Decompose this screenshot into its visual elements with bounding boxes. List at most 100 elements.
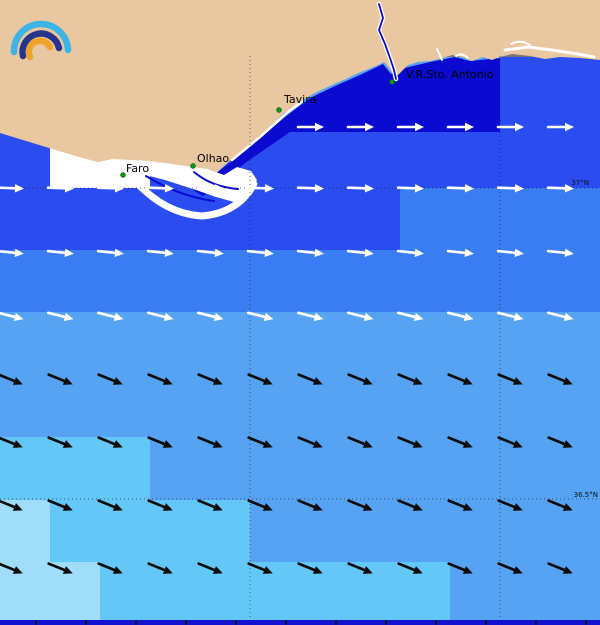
wind-arrow — [297, 562, 323, 574]
wind-arrow — [96, 248, 124, 258]
wind-arrow — [396, 184, 424, 193]
wind-arrow — [447, 373, 473, 385]
wind-arrow — [396, 248, 424, 258]
bottom-tick — [535, 620, 538, 625]
wind-arrow — [346, 311, 374, 322]
wind-arrow — [46, 248, 74, 258]
wind-arrow — [496, 248, 524, 258]
wind-arrow — [197, 499, 223, 511]
wind-arrow — [547, 562, 573, 574]
sea-cell — [100, 562, 450, 625]
wind-arrow — [447, 562, 473, 574]
wind-arrow — [446, 184, 474, 193]
wind-arrow — [97, 499, 123, 511]
wind-arrow — [397, 562, 423, 574]
lagoon-channel — [193, 171, 239, 190]
wind-arrow — [446, 122, 474, 132]
wind-arrow — [246, 248, 274, 258]
wind-arrow — [0, 562, 23, 574]
wind-arrow — [297, 499, 323, 511]
logo-middle-arc — [19, 30, 63, 60]
coastal-inlets — [436, 40, 596, 61]
wind-arrow — [196, 184, 224, 193]
logo-outer-arc — [10, 20, 72, 56]
city-label-olhao: Olhao — [197, 152, 229, 165]
sea-cell — [500, 57, 600, 188]
wind-arrow — [46, 311, 74, 322]
wind-arrow — [247, 373, 273, 385]
wind-arrow — [347, 373, 373, 385]
latitude-label-37n: 37°N — [571, 179, 589, 187]
wind-arrow — [497, 499, 523, 511]
wind-arrow — [547, 499, 573, 511]
logo-inner-arc — [25, 37, 54, 61]
wind-arrow — [397, 436, 423, 448]
bottom-tick — [135, 620, 138, 625]
wind-arrow — [97, 373, 123, 385]
wind-arrow — [547, 373, 573, 385]
bottom-tick — [435, 620, 438, 625]
wind-arrow — [197, 436, 223, 448]
wind-arrow — [546, 122, 574, 132]
bottom-tick — [335, 620, 338, 625]
wind-arrow — [246, 184, 274, 193]
wind-arrow — [397, 373, 423, 385]
wind-arrow — [147, 373, 173, 385]
wind-arrow — [47, 499, 73, 511]
wind-arrow — [396, 311, 424, 322]
wind-arrow — [296, 184, 324, 193]
wind-arrow — [546, 248, 574, 258]
wind-arrow — [96, 311, 124, 322]
wind-arrow — [146, 248, 174, 258]
wind-arrow — [47, 373, 73, 385]
wind-arrow — [447, 436, 473, 448]
wind-arrow — [346, 248, 374, 258]
wind-arrow — [196, 248, 224, 258]
city-label-tavira: Tavira — [283, 93, 316, 106]
city-dot-faro — [120, 172, 126, 178]
wind-arrow — [497, 436, 523, 448]
wind-arrow — [247, 436, 273, 448]
wind-arrow — [147, 562, 173, 574]
latitude-label-36-5n: 36.5°N — [574, 491, 598, 499]
sea-cell — [250, 500, 600, 562]
sea-cell — [250, 125, 500, 188]
wind-arrow — [147, 499, 173, 511]
land — [0, 0, 600, 188]
wind-arrow — [247, 499, 273, 511]
wind-arrow — [297, 373, 323, 385]
wind-arrow — [96, 184, 124, 193]
lagoon-channel — [145, 175, 215, 202]
wind-arrow — [347, 562, 373, 574]
bottom-tick — [35, 620, 38, 625]
wind-arrow — [296, 122, 324, 132]
wind-arrow — [547, 436, 573, 448]
city-dot-tavira — [276, 107, 282, 113]
wind-arrow — [346, 122, 374, 132]
sea-cell — [150, 437, 600, 500]
wind-arrow — [497, 562, 523, 574]
city-markers: Faro Olhao Tavira V.R.Sto. Antonio — [120, 68, 494, 178]
wind-arrow — [297, 436, 323, 448]
wind-arrow — [496, 311, 524, 322]
wind-arrow — [0, 499, 23, 511]
city-label-vrsa: V.R.Sto. Antonio — [406, 68, 494, 81]
sea-cell — [0, 250, 600, 312]
wind-arrow — [0, 248, 24, 258]
wind-arrow — [447, 499, 473, 511]
wind-arrow — [47, 562, 73, 574]
bottom-tick — [185, 620, 188, 625]
bottom-tick — [485, 620, 488, 625]
bottom-arrow-ticks — [35, 620, 588, 625]
wind-arrow — [246, 311, 274, 322]
wind-arrow — [396, 122, 424, 132]
sea-cell — [450, 562, 600, 625]
wind-arrow — [496, 184, 524, 193]
wind-arrow — [546, 184, 574, 193]
wind-arrow — [496, 122, 524, 132]
wind-arrow — [347, 436, 373, 448]
sea-cell — [400, 188, 600, 250]
wind-arrow — [446, 248, 474, 258]
wind-arrow — [0, 436, 23, 448]
